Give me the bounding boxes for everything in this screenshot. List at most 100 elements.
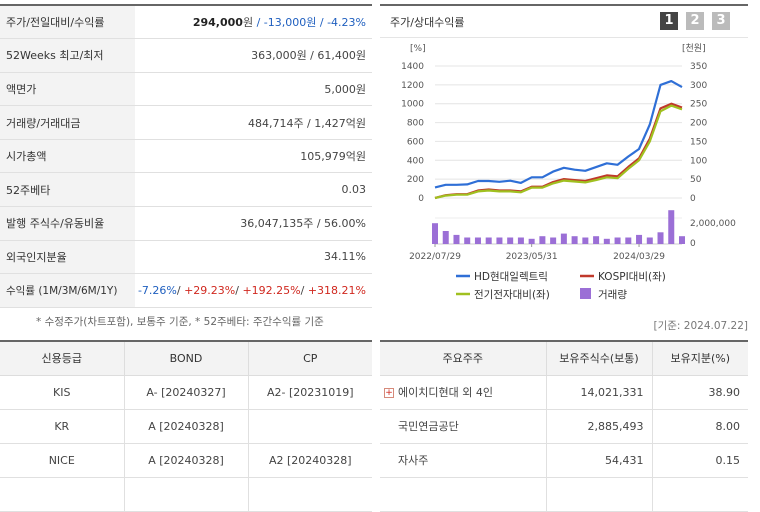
bond-cell: A- [20240327] bbox=[123, 375, 248, 410]
left-tick-label: 200 bbox=[407, 175, 424, 185]
volume-bar bbox=[539, 236, 546, 244]
cp-cell bbox=[247, 409, 372, 444]
price-change: -13,000원 bbox=[263, 16, 317, 30]
volume-bar bbox=[646, 237, 653, 244]
chart-page-1[interactable]: 1 bbox=[660, 12, 678, 30]
agency-cell: NICE bbox=[0, 443, 124, 478]
agency-cell: KR bbox=[0, 409, 124, 444]
volume-bar bbox=[593, 236, 600, 244]
right-tick-label: 150 bbox=[690, 137, 707, 147]
holder-header: 주요주주 bbox=[380, 341, 546, 376]
summary-row-beta: 52주베타 0.03 bbox=[0, 172, 372, 208]
volume-bar bbox=[679, 236, 685, 244]
price-unit: 원 bbox=[242, 16, 254, 30]
returns-label: 수익률 (1M/3M/6M/1Y) bbox=[0, 273, 135, 308]
shareholders-table: 주요주주 보유주식수(보통) 보유지분(%) + 에이치디현대 외 4인 14,0… bbox=[380, 340, 748, 512]
volume-bar bbox=[453, 234, 460, 244]
pct-header: 보유지분(%) bbox=[651, 341, 748, 376]
volume-bar bbox=[474, 237, 481, 244]
volume-bar bbox=[517, 237, 524, 244]
volume-bar bbox=[560, 233, 567, 244]
price-rate: -4.23% bbox=[327, 16, 366, 30]
legend-volume-swatch bbox=[580, 288, 591, 299]
volume-label: 거래량/거래대금 bbox=[0, 105, 135, 140]
bond-cell: A [20240328] bbox=[123, 443, 248, 478]
w52-value: 363,000원 / 61,400원 bbox=[135, 38, 372, 73]
return-1m: -7.26% bbox=[137, 284, 177, 298]
left-unit: [%] bbox=[410, 44, 426, 54]
w52-label: 52Weeks 최고/최저 bbox=[0, 38, 135, 73]
return-1y: +318.21% bbox=[307, 284, 366, 298]
right-tick-label: 50 bbox=[690, 175, 702, 185]
right-tick-label: 200 bbox=[690, 119, 707, 129]
price-value: 294,000 bbox=[192, 16, 243, 30]
volume-bar bbox=[636, 234, 643, 244]
bond-header: BOND bbox=[123, 341, 248, 376]
volume-bar bbox=[442, 231, 449, 244]
return-sep: / bbox=[300, 284, 308, 298]
holder-expand-cell[interactable]: + 에이치디현대 외 4인 bbox=[380, 375, 546, 410]
holder-shares: 14,021,331 bbox=[545, 375, 652, 410]
holder-shares: 2,885,493 bbox=[545, 409, 652, 444]
shares-value: 36,047,135주 / 56.00% bbox=[135, 206, 372, 241]
par-label: 액면가 bbox=[0, 72, 135, 107]
par-value: 5,000원 bbox=[135, 72, 372, 107]
mcap-label: 시가총액 bbox=[0, 139, 135, 174]
volume-bar bbox=[528, 238, 535, 244]
volume-bar bbox=[432, 223, 438, 244]
right-tick-label: 300 bbox=[690, 81, 707, 91]
table-row: NICE A [20240328] A2 [20240328] bbox=[0, 443, 372, 478]
left-tick-label: 0 bbox=[418, 194, 424, 204]
volume-bar bbox=[668, 210, 675, 244]
table-row: KIS A- [20240327] A2- [20231019] bbox=[0, 375, 372, 410]
volume-bar bbox=[496, 237, 503, 244]
volume-bar bbox=[464, 237, 471, 244]
summary-row-price: 주가/전일대비/수익률 294,000원 / -13,000원 / -4.23% bbox=[0, 5, 372, 40]
price-label: 주가/전일대비/수익률 bbox=[0, 5, 135, 40]
beta-label: 52주베타 bbox=[0, 172, 135, 208]
chart-header: 주가/상대수익률 1 2 3 bbox=[380, 4, 748, 38]
table-row: 자사주 54,431 0.15 bbox=[380, 443, 748, 478]
shares-label: 발행 주식수/유동비율 bbox=[0, 206, 135, 241]
holder-name: 국민연금공단 bbox=[380, 409, 546, 444]
legend-price: HD현대일렉트릭 bbox=[474, 270, 548, 283]
chart-page-2[interactable]: 2 bbox=[686, 12, 704, 30]
volume-bar bbox=[614, 237, 621, 244]
volume-bar bbox=[507, 237, 514, 244]
volume-tick: 2,000,000 bbox=[690, 219, 736, 229]
footnote: * 수정주가(차트포함), 보통주 기준, * 52주베타: 주간수익률 기준 bbox=[36, 316, 324, 328]
legend-kospi: KOSPI대비(좌) bbox=[598, 271, 666, 283]
summary-row-volume: 거래량/거래대금 484,714주 / 1,427억원 bbox=[0, 105, 372, 140]
sector-relative-line bbox=[434, 104, 683, 200]
table-row: 국민연금공단 2,885,493 8.00 bbox=[380, 409, 748, 444]
volume-bar bbox=[603, 238, 610, 244]
plus-icon[interactable]: + bbox=[384, 388, 394, 398]
left-tick-label: 800 bbox=[407, 119, 424, 129]
table-row: + 에이치디현대 외 4인 14,021,331 38.90 bbox=[380, 375, 748, 410]
stock-summary-table: 주가/전일대비/수익률 294,000원 / -13,000원 / -4.23%… bbox=[0, 4, 372, 308]
credit-rating-table: 신용등급 BOND CP KIS A- [20240327] A2- [2023… bbox=[0, 340, 372, 512]
left-tick-label: 1000 bbox=[401, 100, 424, 110]
right-tick-label: 350 bbox=[690, 62, 707, 72]
price-line bbox=[434, 79, 683, 189]
return-sep: / bbox=[235, 284, 243, 298]
volume-bar bbox=[582, 237, 589, 244]
table-row: KR A [20240328] bbox=[0, 409, 372, 444]
legend-volume: 거래량 bbox=[598, 289, 627, 301]
right-tick-label: 100 bbox=[690, 156, 707, 166]
x-tick-label: 2023/05/31 bbox=[506, 252, 558, 262]
holder-pct: 0.15 bbox=[651, 443, 748, 478]
volume-bar bbox=[550, 237, 557, 244]
cp-cell: A2- [20231019] bbox=[247, 375, 372, 410]
summary-row-par: 액면가 5,000원 bbox=[0, 72, 372, 107]
volume-bar bbox=[625, 237, 632, 244]
cp-cell: A2 [20240328] bbox=[247, 443, 372, 478]
left-tick-label: 1200 bbox=[401, 81, 424, 91]
volume-bar bbox=[571, 236, 578, 244]
chart-page-3[interactable]: 3 bbox=[712, 12, 730, 30]
holder-name: 에이치디현대 외 4인 bbox=[398, 386, 493, 399]
holder-shares: 54,431 bbox=[545, 443, 652, 478]
foreign-label: 외국인지분율 bbox=[0, 240, 135, 275]
volume-bar bbox=[485, 237, 492, 244]
volume-value: 484,714주 / 1,427억원 bbox=[135, 105, 372, 140]
